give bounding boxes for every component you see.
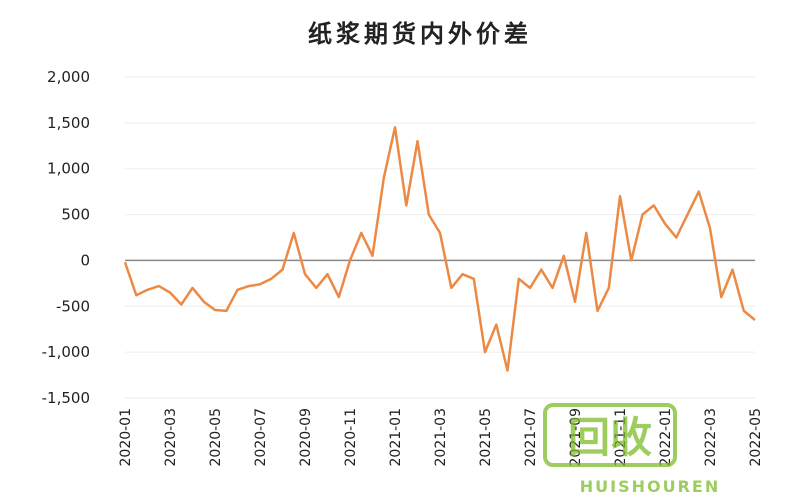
x-tick-label: 2020-11: [343, 408, 359, 467]
watermark: 回收 HUISHOUREN: [543, 403, 720, 496]
x-tick-label: 2020-07: [253, 408, 269, 467]
x-tick-label: 2022-01: [658, 408, 674, 467]
x-tick-label: 2021-03: [433, 408, 449, 467]
x-tick-label: 2021-11: [613, 408, 629, 467]
x-tick-label: 2020-01: [118, 408, 134, 467]
x-tick-label: 2022-05: [748, 408, 764, 467]
y-tick-label: -1,000: [42, 343, 90, 361]
chart-title: 纸浆期货内外价差: [308, 20, 532, 48]
watermark-text: HUISHOUREN: [580, 477, 720, 496]
y-tick-label: 1,500: [47, 114, 90, 132]
x-tick-label: 2021-01: [388, 408, 404, 467]
x-tick-label: 2020-05: [208, 408, 224, 467]
y-tick-label: -1,500: [42, 389, 90, 407]
y-tick-label: -500: [56, 297, 90, 315]
y-tick-label: 1,000: [47, 160, 90, 178]
y-tick-label: 2,000: [47, 68, 90, 86]
x-tick-label: 2021-07: [523, 408, 539, 467]
x-tick-label: 2021-09: [568, 408, 584, 467]
y-tick-label: 500: [61, 206, 90, 224]
x-tick-label: 2021-05: [478, 408, 494, 467]
data-line: [123, 126, 756, 372]
watermark-mark: 回收: [568, 413, 652, 462]
watermark-box: [543, 403, 677, 467]
x-tick-label: 2020-03: [163, 408, 179, 467]
x-tick-label: 2022-03: [703, 408, 719, 467]
y-tick-label: 0: [80, 251, 90, 269]
x-tick-label: 2020-09: [298, 408, 314, 467]
